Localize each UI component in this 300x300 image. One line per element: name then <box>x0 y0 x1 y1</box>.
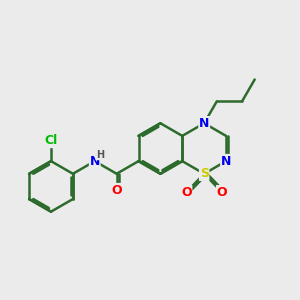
Text: O: O <box>111 184 122 196</box>
Text: N: N <box>90 154 100 168</box>
Text: H: H <box>96 150 104 160</box>
Text: S: S <box>200 167 209 180</box>
Text: N: N <box>221 154 231 168</box>
Text: Cl: Cl <box>44 134 58 147</box>
Text: N: N <box>199 117 209 130</box>
Text: O: O <box>217 186 227 199</box>
Text: O: O <box>181 186 192 199</box>
